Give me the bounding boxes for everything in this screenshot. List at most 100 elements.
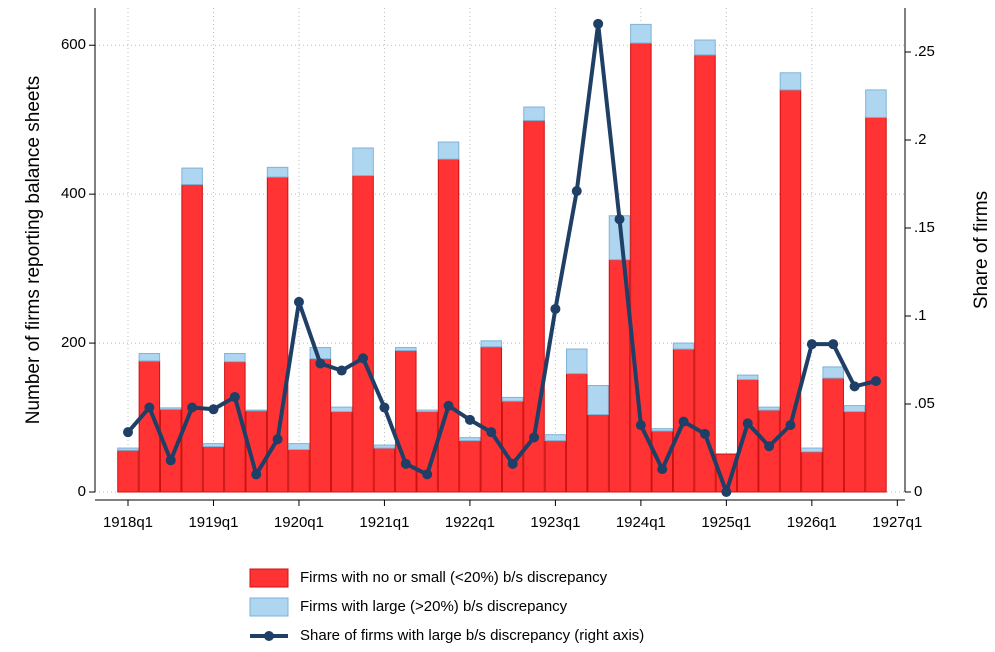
bar — [159, 407, 182, 410]
x-tick-label: 1923q1 — [530, 514, 580, 531]
bar — [694, 54, 716, 493]
bar — [736, 379, 759, 493]
bar — [736, 374, 759, 381]
bar — [202, 443, 225, 448]
bar — [352, 175, 374, 493]
bar — [309, 358, 332, 493]
line-point — [208, 404, 219, 415]
line-point — [764, 441, 775, 452]
x-tick-label: 1919q1 — [188, 514, 238, 531]
x-tick-label: 1924q1 — [616, 514, 666, 531]
y-tick-label: 600 — [61, 36, 86, 53]
bar — [801, 451, 823, 493]
line — [126, 21, 877, 494]
line-point — [443, 400, 454, 411]
bar — [373, 444, 396, 449]
y-tick-label: 0 — [78, 483, 86, 500]
line-point — [229, 391, 240, 402]
line-point — [187, 402, 198, 413]
bar — [138, 353, 161, 362]
line-point — [571, 186, 582, 197]
bar — [181, 167, 203, 185]
bar — [651, 430, 673, 493]
legend-label: Firms with large (>20%) b/s discrepancy — [300, 598, 568, 615]
x-tick-label: 1922q1 — [445, 514, 495, 531]
line-point — [657, 464, 668, 475]
bar — [181, 183, 203, 493]
line-point — [806, 339, 817, 350]
bar — [330, 406, 353, 413]
bar — [480, 346, 503, 493]
bar — [288, 443, 310, 451]
legend-label: Share of firms with large b/s discrepanc… — [300, 627, 644, 644]
bar — [352, 147, 374, 177]
line-point — [742, 418, 753, 429]
line-point — [507, 458, 518, 469]
bar — [159, 408, 182, 493]
line-point — [678, 416, 689, 427]
bar — [523, 106, 545, 121]
bar — [373, 447, 396, 493]
bar — [459, 440, 481, 493]
bar — [587, 385, 609, 416]
bar — [758, 406, 780, 411]
bar — [117, 449, 139, 493]
bar — [630, 23, 652, 44]
bar — [395, 350, 417, 493]
line-point — [486, 427, 497, 438]
bar — [544, 434, 567, 442]
bar — [566, 373, 588, 493]
bar — [202, 446, 225, 493]
bar — [587, 414, 609, 493]
y-axis-label: Number of firms reporting balance sheets — [23, 76, 44, 425]
bar — [266, 176, 289, 493]
y2-tick-label: .25 — [914, 43, 935, 60]
bar — [801, 447, 823, 453]
line-point — [144, 402, 155, 413]
line-point — [849, 381, 860, 392]
x-tick-label: 1920q1 — [274, 514, 324, 531]
line-point — [165, 455, 176, 466]
bar — [651, 428, 673, 432]
bar — [779, 72, 802, 91]
bar — [416, 409, 438, 413]
line-point — [593, 18, 604, 29]
bar — [865, 89, 887, 118]
legend-swatch — [249, 568, 289, 588]
bar — [501, 396, 524, 402]
line-point — [336, 365, 347, 376]
line-point — [828, 339, 839, 350]
line-point — [358, 353, 369, 364]
bar — [459, 437, 481, 442]
line-point — [272, 434, 283, 445]
line-point — [464, 414, 475, 425]
x-tick-label: 1925q1 — [701, 514, 751, 531]
bar — [437, 158, 460, 493]
bar — [480, 340, 503, 348]
bar — [395, 347, 417, 352]
bar — [843, 405, 866, 413]
bar — [822, 366, 844, 379]
y2-tick-label: .2 — [914, 131, 927, 148]
line-point — [699, 428, 710, 439]
bar — [245, 409, 267, 412]
line-point — [785, 420, 796, 431]
y2-axis-label: Share of firms — [971, 191, 992, 309]
line-point — [721, 487, 732, 497]
bar — [224, 353, 246, 363]
y2-tick-label: .05 — [914, 395, 935, 412]
line-point — [635, 420, 646, 431]
legend-swatch — [249, 597, 289, 617]
line-point — [529, 432, 540, 443]
line-point — [315, 358, 326, 369]
bar — [437, 141, 460, 160]
bar — [117, 447, 139, 451]
bar — [672, 342, 695, 350]
x-tick-label: 1918q1 — [103, 514, 153, 531]
x-tick-label: 1927q1 — [872, 514, 922, 531]
x-tick-label: 1926q1 — [787, 514, 837, 531]
bar — [694, 39, 716, 56]
line-point — [870, 376, 881, 387]
